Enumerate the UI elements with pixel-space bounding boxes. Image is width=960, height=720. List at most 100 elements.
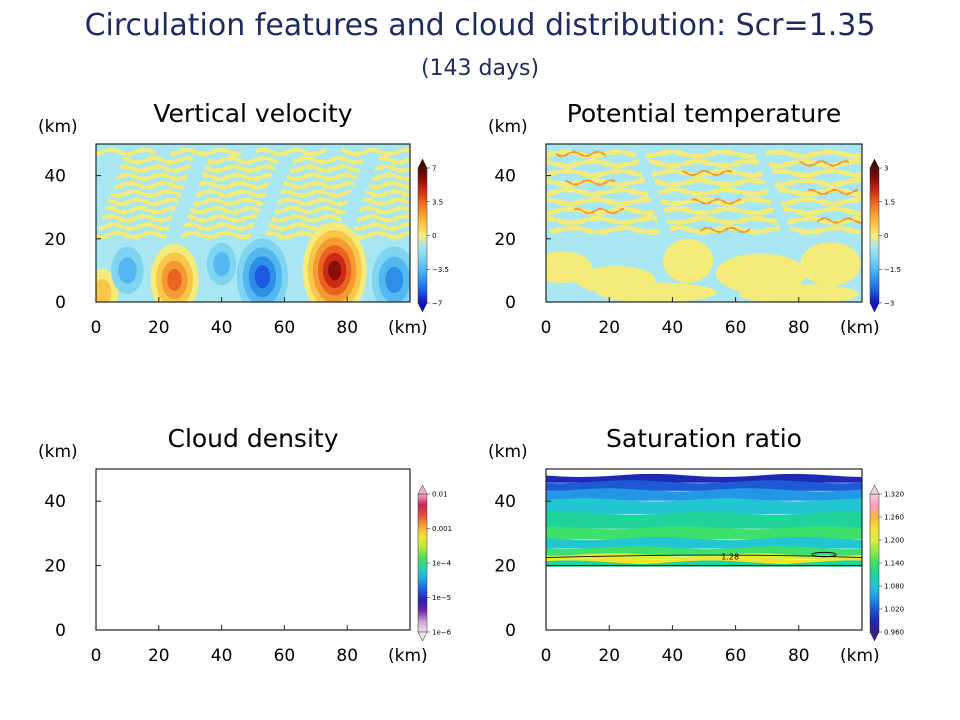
wave-band — [351, 230, 410, 240]
x-tick-label: 60 — [274, 318, 296, 338]
wave-band — [366, 188, 410, 198]
wave-band — [196, 188, 266, 199]
x-tick-label: 40 — [211, 646, 233, 666]
field: 1.28 — [546, 469, 862, 630]
wave-band — [287, 172, 357, 182]
x-tick-label: 40 — [211, 318, 233, 338]
colorbar-label: 3 — [884, 165, 888, 173]
contour-loop — [811, 551, 837, 558]
colorbar-top-arrow — [869, 158, 880, 169]
wave-band — [96, 230, 166, 240]
saturation-layer — [546, 511, 862, 529]
saturation-layer — [546, 498, 862, 515]
theta-band — [550, 224, 660, 236]
y-axis-label: (km) — [488, 117, 528, 137]
wave-band — [354, 221, 410, 232]
colorbar-label: 1.020 — [884, 606, 904, 614]
colorbar-label: 1.5 — [884, 198, 895, 206]
wave-band — [378, 155, 410, 165]
colorbar-label: 0.960 — [884, 629, 904, 637]
colorbar-top-arrow — [417, 158, 428, 169]
theta-band — [781, 196, 862, 207]
x-tick-label: 80 — [336, 646, 358, 666]
y-tick-label: 40 — [494, 492, 516, 512]
x-tick-label: 0 — [91, 646, 102, 666]
saturation-layer — [546, 546, 862, 556]
wave-band — [96, 147, 156, 157]
theta-warm-core — [682, 169, 732, 177]
saturation-layer — [546, 488, 862, 501]
wave-band — [278, 196, 348, 207]
colorbar-label: 1e−4 — [432, 560, 452, 568]
wave-band — [256, 147, 326, 157]
saturation-layer — [546, 560, 862, 567]
wave-band — [187, 213, 257, 224]
y-tick-label: 20 — [44, 230, 66, 250]
wave-band — [205, 163, 275, 174]
y-axis-label: (km) — [488, 442, 528, 462]
panel-title: Potential temperature — [567, 99, 842, 128]
theta-band — [664, 206, 774, 217]
wave-band — [102, 213, 172, 224]
x-tick-label: 80 — [788, 318, 810, 338]
colorbar-label: 3.5 — [432, 198, 443, 206]
colorbar-label: −3 — [884, 300, 894, 308]
colorbar-label: 1.320 — [884, 491, 904, 499]
colorbar — [417, 167, 428, 304]
wave-band — [181, 230, 251, 240]
colorbar-top-arrow — [869, 484, 880, 495]
theta-band — [790, 224, 862, 235]
y-tick-label: 0 — [505, 621, 516, 641]
theta-mixed-region — [715, 253, 806, 294]
x-tick-label: 20 — [148, 646, 170, 666]
theta-band — [652, 168, 762, 179]
theta-band — [667, 215, 777, 226]
saturation-layer — [546, 537, 862, 549]
updraft-contour — [167, 269, 182, 291]
x-tick-label: 20 — [598, 318, 620, 338]
panel-title: Vertical velocity — [153, 99, 352, 128]
field — [546, 144, 862, 302]
colorbar-bottom-arrow — [869, 302, 880, 313]
x-tick-label: 0 — [541, 646, 552, 666]
field-background — [96, 469, 410, 630]
saturation-layer — [546, 480, 862, 491]
chart-panel-1: Vertical velocity (km) (km) 0 20 40 60 80 0 20 40 7… — [38, 99, 449, 338]
theta-mixed-region — [596, 282, 717, 302]
theta-warm-core — [817, 217, 862, 224]
y-tick-label: 40 — [494, 167, 516, 187]
y-tick-label: 20 — [494, 557, 516, 577]
wave-band — [281, 188, 351, 199]
x-tick-label: 0 — [91, 318, 102, 338]
theta-warm-core — [799, 160, 849, 167]
wave-band — [293, 155, 363, 166]
colorbar-label: 1.080 — [884, 583, 904, 591]
theta-band — [772, 167, 862, 178]
wave-band — [193, 197, 263, 207]
colorbar-label: −7 — [432, 300, 442, 308]
colorbar-bottom-arrow — [869, 631, 880, 642]
downdraft-contour — [118, 256, 137, 284]
theta-band — [775, 177, 862, 188]
field — [96, 144, 410, 302]
wave-band — [369, 180, 410, 190]
colorbar-label: 7 — [432, 165, 436, 173]
wave-band — [360, 205, 410, 215]
theta-warm-core — [700, 226, 750, 234]
wave-band — [284, 180, 354, 190]
y-axis-label: (km) — [38, 442, 78, 462]
theta-band — [546, 186, 648, 198]
downdraft-contour — [385, 266, 404, 294]
colorbar-label: 0.01 — [432, 491, 448, 499]
x-tick-label: 20 — [598, 646, 620, 666]
wave-band — [363, 197, 410, 207]
colorbar-label: 0.001 — [432, 525, 452, 533]
theta-band — [649, 158, 759, 169]
y-axis-label: (km) — [38, 117, 78, 137]
wave-band — [290, 163, 360, 174]
downdraft-contour — [213, 252, 230, 277]
wave-band — [372, 172, 410, 182]
x-axis-label: (km) — [840, 318, 880, 338]
updraft-contour — [96, 279, 112, 302]
wave-band — [99, 221, 169, 232]
